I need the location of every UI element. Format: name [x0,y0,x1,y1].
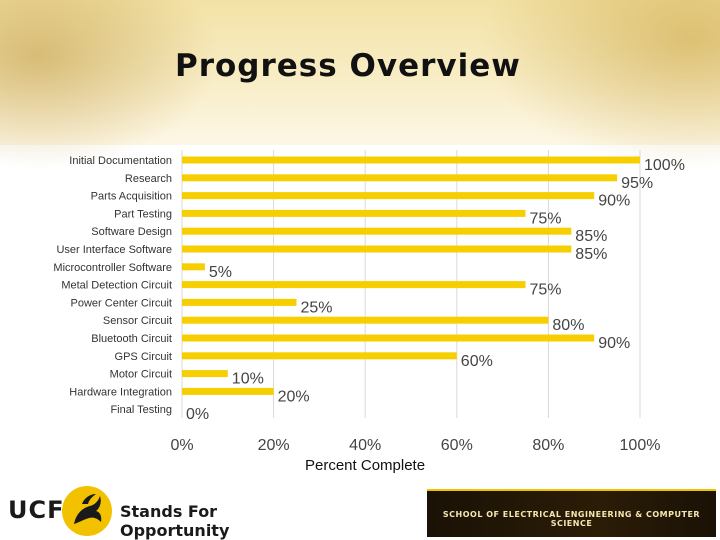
value-label: 75% [530,282,562,299]
category-label: User Interface Software [56,244,172,256]
category-label: Metal Detection Circuit [61,280,172,292]
value-label: 90% [598,335,630,352]
ucf-tagline: Stands For Opportunity [120,502,230,540]
category-label: Microcontroller Software [53,262,172,274]
category-label: Software Design [91,226,172,238]
category-label: Research [125,173,172,185]
category-label: Motor Circuit [110,369,172,381]
header-decoration-right [480,0,720,170]
value-label: 0% [186,406,209,423]
bar [182,352,457,360]
slide-title: Progress Overview [175,48,521,84]
category-label: GPS Circuit [115,351,172,363]
value-label: 85% [575,246,607,263]
x-tick-label: 100% [620,437,661,454]
category-label: Bluetooth Circuit [91,333,172,345]
bar [182,387,274,395]
value-label: 85% [575,228,607,245]
chart-bars [182,156,640,395]
x-tick-label: 80% [532,437,564,454]
value-label: 100% [644,157,685,174]
x-axis-title: Percent Complete [305,457,426,474]
header-decoration-left [0,0,220,170]
bar [182,281,526,289]
category-label: Sensor Circuit [103,315,172,327]
category-label: Parts Acquisition [91,191,172,203]
ucf-logo: UCF Stands For Opportunity [8,484,328,540]
x-tick-label: 60% [441,437,473,454]
value-label: 95% [621,175,653,192]
value-label: 60% [461,353,493,370]
pegasus-icon [62,486,112,536]
chart-value-labels: 100%95%90%75%85%85%5%75%25%80%90%60%10%2… [186,157,685,423]
value-label: 75% [530,210,562,227]
value-label: 90% [598,193,630,210]
category-label: Hardware Integration [69,386,172,398]
category-label: Final Testing [110,404,172,416]
value-label: 5% [209,264,232,281]
value-label: 20% [278,388,310,405]
chart-category-labels: Initial Documentation Research Parts Acqui… [53,155,172,416]
bar [182,370,228,378]
bar [182,227,572,235]
bar [182,156,640,164]
x-tick-label: 20% [258,437,290,454]
school-banner: SCHOOL OF ELECTRICAL ENGINEERING & COMPU… [427,489,716,537]
bar [182,245,572,253]
bar [182,209,526,217]
chart-x-tick-labels: 0% 20% 40% 60% 80% 100% [170,437,660,454]
bar [182,174,618,182]
value-label: 80% [552,317,584,334]
x-tick-label: 0% [170,437,193,454]
x-tick-label: 40% [349,437,381,454]
bar [182,334,595,342]
school-name: SCHOOL OF ELECTRICAL ENGINEERING & COMPU… [442,510,701,528]
bar [182,316,549,324]
bar [182,298,297,306]
value-label: 25% [301,299,333,316]
value-label: 10% [232,371,264,388]
ucf-logo-text: UCF [8,496,65,524]
bar [182,192,595,200]
category-label: Part Testing [114,208,172,220]
bar [182,263,205,271]
category-label: Power Center Circuit [71,297,172,309]
category-label: Initial Documentation [69,155,172,167]
